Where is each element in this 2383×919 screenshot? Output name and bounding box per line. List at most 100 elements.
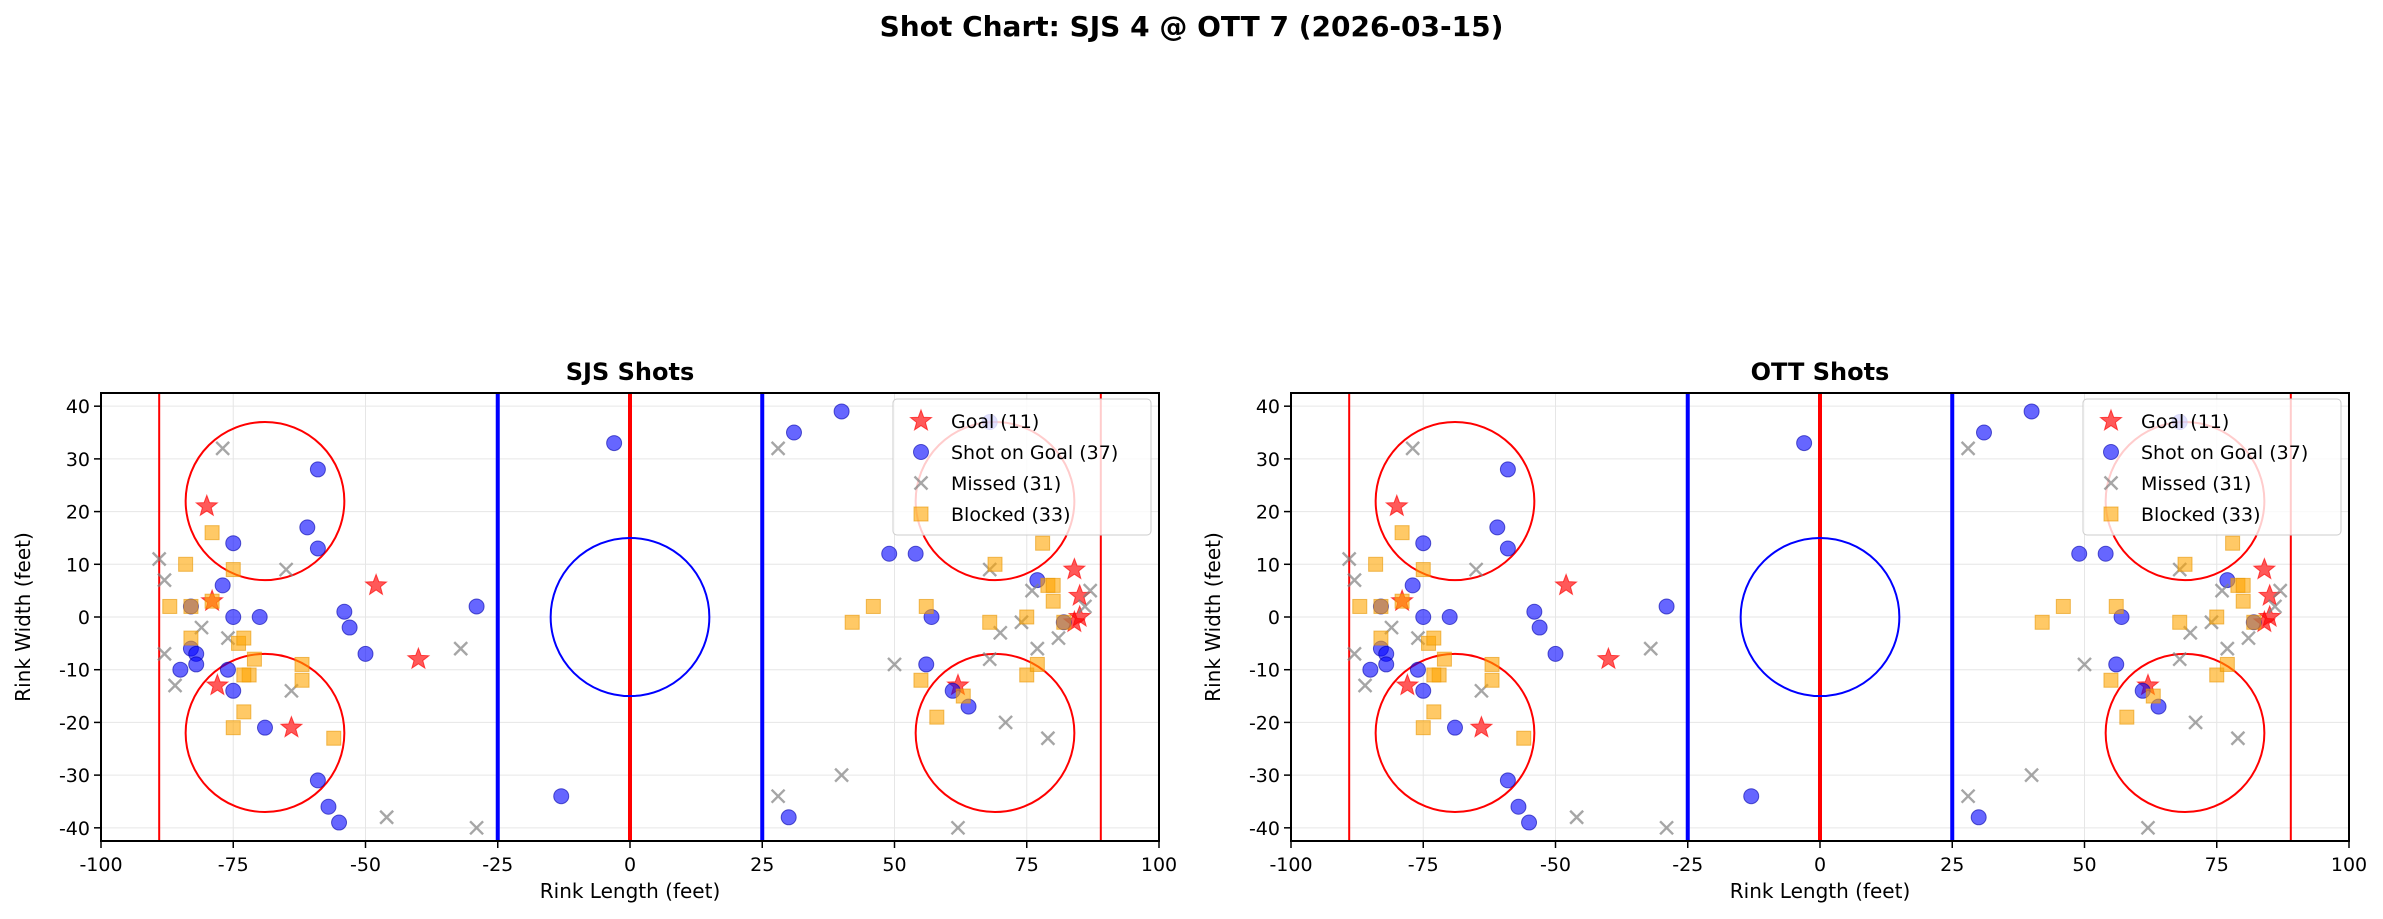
blocked-point [294, 672, 310, 688]
missed-point [998, 715, 1013, 730]
missed-point [950, 820, 966, 836]
shot-on-goal-point [1521, 814, 1538, 831]
shot-on-goal-point [1362, 661, 1379, 678]
goal-point [1554, 572, 1578, 596]
faceoff-circle [184, 420, 346, 582]
blocked-point-series [1352, 525, 2262, 746]
missed-point [453, 641, 469, 656]
blocked-point [2108, 598, 2124, 614]
blocked-point [183, 630, 199, 646]
shot-on-goal-point [918, 656, 935, 673]
x-tick-label: 50 [882, 854, 906, 876]
x-tick-label: -75 [218, 854, 249, 876]
faceoff-circle [2104, 652, 2266, 814]
y-tick-label: 40 [1256, 396, 1280, 418]
shot-on-goal-point [1796, 435, 1813, 452]
shot-on-goal-point [785, 424, 802, 441]
x-tick-label: 25 [750, 854, 774, 876]
blocked-point [2172, 614, 2188, 630]
shot-on-goal-point [309, 540, 326, 557]
missed-point [157, 646, 172, 662]
x-tick-label: -50 [350, 854, 381, 876]
x-tick-label: 100 [2331, 854, 2367, 876]
missed-point [2267, 599, 2283, 614]
shot-on-goal-point [1415, 535, 1432, 552]
missed-point [469, 820, 484, 836]
legend-shot-on-goal-point-marker [913, 444, 929, 460]
goal-point-series [194, 493, 1092, 738]
goal-point [364, 572, 388, 596]
y-tick-label: 30 [1256, 449, 1280, 471]
goal-point [2252, 557, 2277, 580]
missed-point [1051, 630, 1066, 646]
blocked-point [1394, 593, 1410, 609]
missed-point [1357, 678, 1373, 693]
blocked-point [1373, 598, 1389, 614]
missed-point [2140, 820, 2156, 836]
blocked-point [1484, 656, 1500, 672]
x-tick-label: 100 [1141, 854, 1177, 876]
legend-entry: Goal (11) [951, 411, 1039, 433]
legend-missed-point-marker [2103, 475, 2119, 491]
shot-on-goal-point [1415, 682, 1432, 699]
blocked-point [955, 688, 971, 704]
missed-point [982, 651, 998, 667]
goal-point-series [1384, 493, 2282, 738]
shot-on-goal-point [833, 403, 850, 420]
blocked-point [1394, 525, 1410, 541]
blocked-point [236, 667, 252, 683]
shot-on-goal-point [907, 545, 924, 562]
shot-on-goal-point [1743, 788, 1760, 805]
blocked-point [1035, 535, 1051, 551]
blocked-point [236, 704, 252, 720]
blocked-point [2119, 709, 2135, 725]
x-axis-label: Rink Length (feet) [540, 879, 721, 903]
missed-point [2214, 583, 2230, 598]
missed-point [2077, 657, 2092, 672]
goal-point [194, 493, 219, 517]
missed-point [2241, 630, 2256, 646]
blocked-point [183, 598, 199, 614]
blocked-point [1516, 730, 1532, 746]
blocked-point [1415, 720, 1431, 736]
missed-point [167, 678, 183, 693]
missed-point [1347, 646, 1362, 662]
shot-on-goal-point [309, 772, 326, 789]
legend: Goal (11) Shot on Goal (37) Missed (31) Blo… [2082, 398, 2342, 536]
missed-point [887, 657, 902, 672]
blocked-point [982, 614, 998, 630]
missed-point [2230, 730, 2246, 746]
blocked-point [2235, 577, 2251, 593]
blocked-point [326, 730, 342, 746]
blocked-point [2219, 656, 2235, 672]
shot-on-goal-point [357, 645, 374, 662]
blocked-point [1045, 593, 1061, 609]
y-tick-label: 10 [1256, 554, 1280, 576]
blocked-point [2225, 535, 2241, 551]
missed-point [1024, 583, 1040, 598]
missed-point [379, 809, 395, 825]
chart-title: OTT Shots [1751, 358, 1890, 386]
goal-point [1384, 493, 1409, 517]
legend-blocked-point-marker [913, 506, 929, 522]
center-circle [1739, 536, 1901, 698]
legend-entry: Missed (31) [2141, 473, 2251, 495]
x-tick-label: -75 [1408, 854, 1439, 876]
y-tick-label: 30 [66, 449, 90, 471]
missed-point [1077, 599, 1093, 614]
shot-on-goal-point [1510, 798, 1527, 815]
goal-point [1469, 715, 1494, 738]
shot-on-goal-point [881, 545, 898, 562]
shot-on-goal-point [1658, 598, 1675, 615]
x-tick-label: 75 [2205, 854, 2229, 876]
missed-point [1960, 788, 1976, 804]
legend-blocked-point-marker [2103, 506, 2119, 522]
x-tick-label: 75 [1015, 854, 1039, 876]
x-tick-label: -100 [79, 854, 122, 876]
legend-missed-point-marker [913, 475, 929, 491]
shot-on-goal-point [1409, 661, 1426, 678]
blocked-point [225, 562, 241, 578]
legend-entry: Blocked (33) [951, 504, 1071, 526]
shot-on-goal-point [780, 809, 797, 826]
legend: Goal (11) Shot on Goal (37) Missed (31) Blo… [892, 398, 1152, 536]
